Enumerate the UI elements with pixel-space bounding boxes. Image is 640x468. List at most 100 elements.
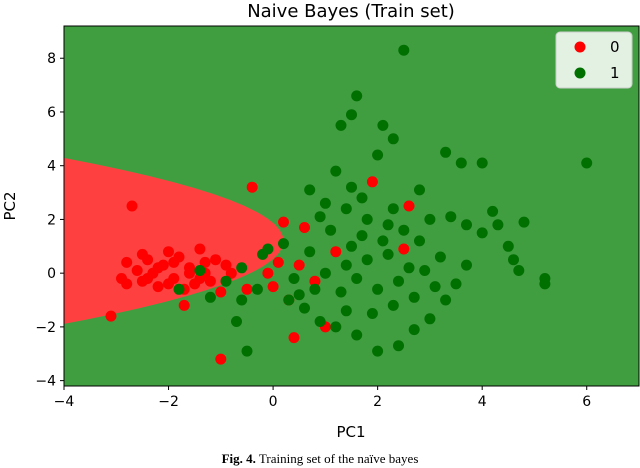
point-class-1-47 — [372, 283, 384, 295]
point-class-1-23 — [508, 254, 519, 266]
point-class-1-72 — [330, 165, 342, 177]
point-class-0-20 — [215, 286, 227, 298]
point-class-1-8 — [581, 157, 593, 169]
point-class-1-6 — [440, 146, 452, 158]
y-tick-label: 0 — [47, 266, 56, 282]
point-class-1-46 — [361, 254, 373, 266]
point-class-1-12 — [340, 203, 352, 215]
point-class-1-70 — [346, 181, 357, 193]
legend-label-0: 0 — [610, 38, 620, 56]
point-class-0-39 — [398, 243, 410, 255]
point-class-1-24 — [513, 265, 525, 276]
point-class-1-58 — [288, 273, 300, 284]
point-class-0-0 — [105, 310, 117, 322]
point-class-1-38 — [241, 345, 253, 357]
y-axis-ticks: −4 −2 0 2 4 6 8 — [35, 51, 64, 390]
point-class-0-48 — [163, 278, 174, 290]
scatter-points — [105, 44, 593, 365]
point-class-1-30 — [408, 324, 420, 336]
point-class-0-25 — [241, 283, 253, 295]
point-class-0-35 — [309, 275, 321, 287]
legend-box — [555, 31, 633, 89]
point-class-1-42 — [194, 265, 206, 276]
point-class-1-57 — [304, 246, 316, 258]
point-class-1-44 — [340, 259, 352, 271]
point-class-0-16 — [194, 243, 206, 255]
point-class-1-49 — [393, 275, 404, 287]
point-class-1-59 — [278, 238, 289, 250]
point-class-0-41 — [136, 248, 148, 260]
legend-label-1: 1 — [610, 64, 620, 82]
point-class-1-35 — [314, 316, 326, 327]
point-class-1-22 — [518, 216, 530, 228]
y-tick-label: 8 — [47, 51, 56, 67]
point-class-1-1 — [351, 90, 363, 102]
point-class-0-19 — [210, 254, 222, 266]
point-class-1-55 — [335, 286, 347, 298]
point-class-1-39 — [231, 316, 242, 327]
point-class-1-45 — [351, 273, 363, 284]
point-class-0-29 — [272, 256, 284, 268]
point-class-0-23 — [178, 299, 190, 311]
point-class-1-13 — [361, 213, 373, 225]
point-class-1-52 — [356, 230, 368, 242]
point-class-1-54 — [398, 224, 410, 236]
point-class-1-48 — [382, 248, 394, 260]
x-tick-label: 0 — [269, 394, 278, 410]
point-class-0-4 — [131, 265, 143, 276]
point-class-1-68 — [434, 251, 446, 263]
point-class-1-37 — [283, 294, 295, 306]
point-class-1-69 — [419, 265, 431, 276]
point-class-1-61 — [220, 275, 232, 287]
point-class-1-4 — [377, 119, 389, 131]
point-class-1-21 — [502, 240, 514, 252]
point-class-1-18 — [461, 219, 472, 231]
point-class-0-49 — [194, 273, 206, 284]
point-class-1-9 — [476, 157, 488, 169]
point-class-1-53 — [377, 235, 389, 247]
point-class-1-82 — [487, 205, 499, 217]
point-class-0-44 — [184, 267, 195, 279]
point-class-1-2 — [346, 109, 357, 121]
point-class-0-18 — [204, 275, 216, 287]
x-axis-label: PC1 — [336, 423, 365, 441]
point-class-0-43 — [168, 256, 180, 268]
point-class-1-17 — [445, 211, 457, 223]
point-class-1-11 — [319, 197, 331, 209]
point-class-1-78 — [236, 294, 248, 306]
point-class-1-34 — [330, 321, 342, 333]
point-class-1-66 — [325, 224, 337, 236]
point-class-1-76 — [262, 243, 274, 255]
point-class-1-27 — [450, 278, 462, 290]
point-class-0-33 — [293, 259, 305, 271]
figure-caption: Fig. 4. Training set of the naïve bayes — [0, 451, 640, 467]
legend-marker-0 — [574, 41, 586, 53]
point-class-1-29 — [424, 313, 436, 325]
point-class-1-63 — [387, 299, 399, 311]
point-class-0-21 — [220, 259, 232, 271]
point-class-0-10 — [163, 246, 174, 258]
point-class-0-34 — [299, 222, 310, 233]
point-class-0-30 — [278, 216, 289, 228]
point-class-0-45 — [199, 256, 211, 268]
point-class-1-67 — [309, 283, 321, 295]
point-class-0-28 — [267, 281, 279, 293]
chart-figure: −4 −2 0 2 4 6 −4 −2 0 2 4 6 8 Naive Bayes (Train se… — [1, 1, 640, 441]
point-class-1-80 — [293, 289, 305, 301]
point-class-1-10 — [304, 184, 316, 196]
point-class-1-50 — [403, 262, 415, 274]
point-class-1-33 — [351, 329, 363, 341]
caption-text: Training set of the naïve bayes — [255, 451, 419, 466]
point-class-1-16 — [424, 213, 436, 225]
point-class-0-46 — [121, 278, 133, 290]
point-class-0-40 — [403, 200, 415, 212]
point-class-1-51 — [346, 240, 357, 252]
point-class-1-43 — [204, 291, 216, 303]
point-class-1-36 — [299, 302, 310, 314]
point-class-1-15 — [414, 235, 425, 247]
legend-marker-1 — [574, 67, 586, 79]
plot-area — [63, 25, 640, 387]
plot-frame — [63, 25, 640, 387]
x-tick-label: 2 — [373, 394, 382, 410]
caption-label: Fig. 4. — [221, 451, 256, 466]
